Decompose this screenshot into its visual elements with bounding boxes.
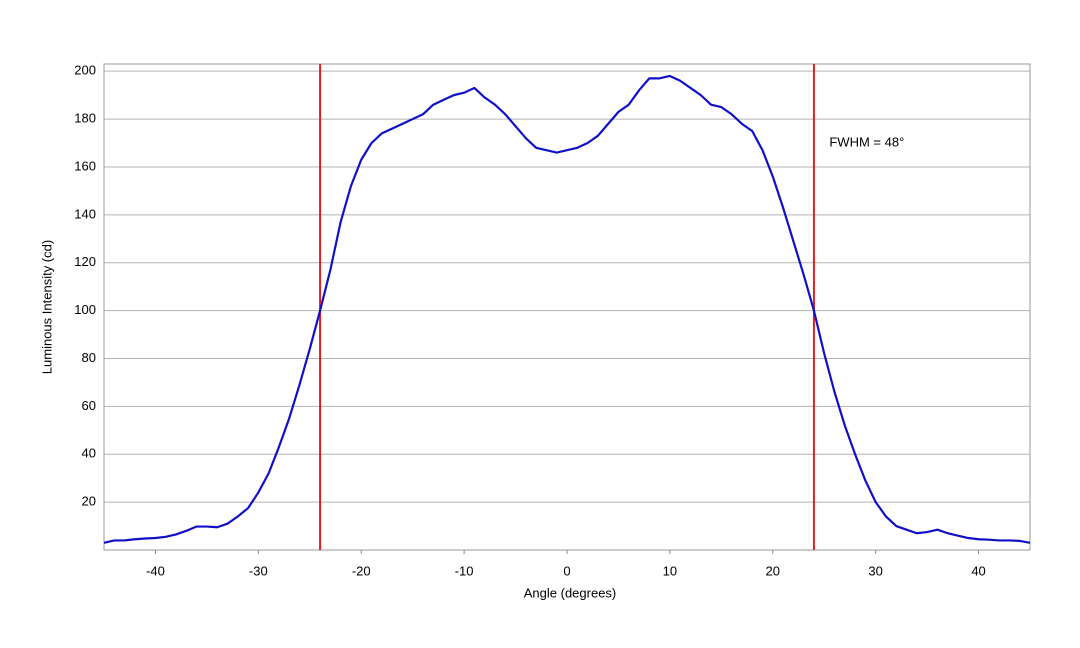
y-tick-label: 200 bbox=[74, 63, 96, 78]
x-tick-label: -40 bbox=[146, 563, 165, 578]
annotation: FWHM = 48° bbox=[829, 134, 904, 149]
y-tick-label: 80 bbox=[82, 350, 96, 365]
x-tick-label: 40 bbox=[971, 563, 985, 578]
x-tick-label: 20 bbox=[766, 563, 780, 578]
x-tick-label: -30 bbox=[249, 563, 268, 578]
y-tick-label: 60 bbox=[82, 398, 96, 413]
data-line bbox=[103, 74, 1031, 544]
y-tick-label: 40 bbox=[82, 446, 96, 461]
y-tick-label: 120 bbox=[74, 254, 96, 269]
y-tick-label: 140 bbox=[74, 206, 96, 221]
x-tick-label: 30 bbox=[868, 563, 882, 578]
y-tick-label: 100 bbox=[74, 302, 96, 317]
x-tick-label: -20 bbox=[352, 563, 371, 578]
y-tick-label: 180 bbox=[74, 111, 96, 126]
x-tick-label: -10 bbox=[455, 563, 474, 578]
x-tick-label: 10 bbox=[663, 563, 677, 578]
x-axis-label: Angle (degrees) bbox=[524, 585, 617, 600]
x-tick-label: 0 bbox=[563, 563, 570, 578]
y-tick-label: 160 bbox=[74, 158, 96, 173]
plot-border bbox=[103, 63, 1031, 551]
y-tick-label: 20 bbox=[82, 494, 96, 509]
y-axis-label: Luminous Intensity (cd) bbox=[39, 240, 54, 374]
